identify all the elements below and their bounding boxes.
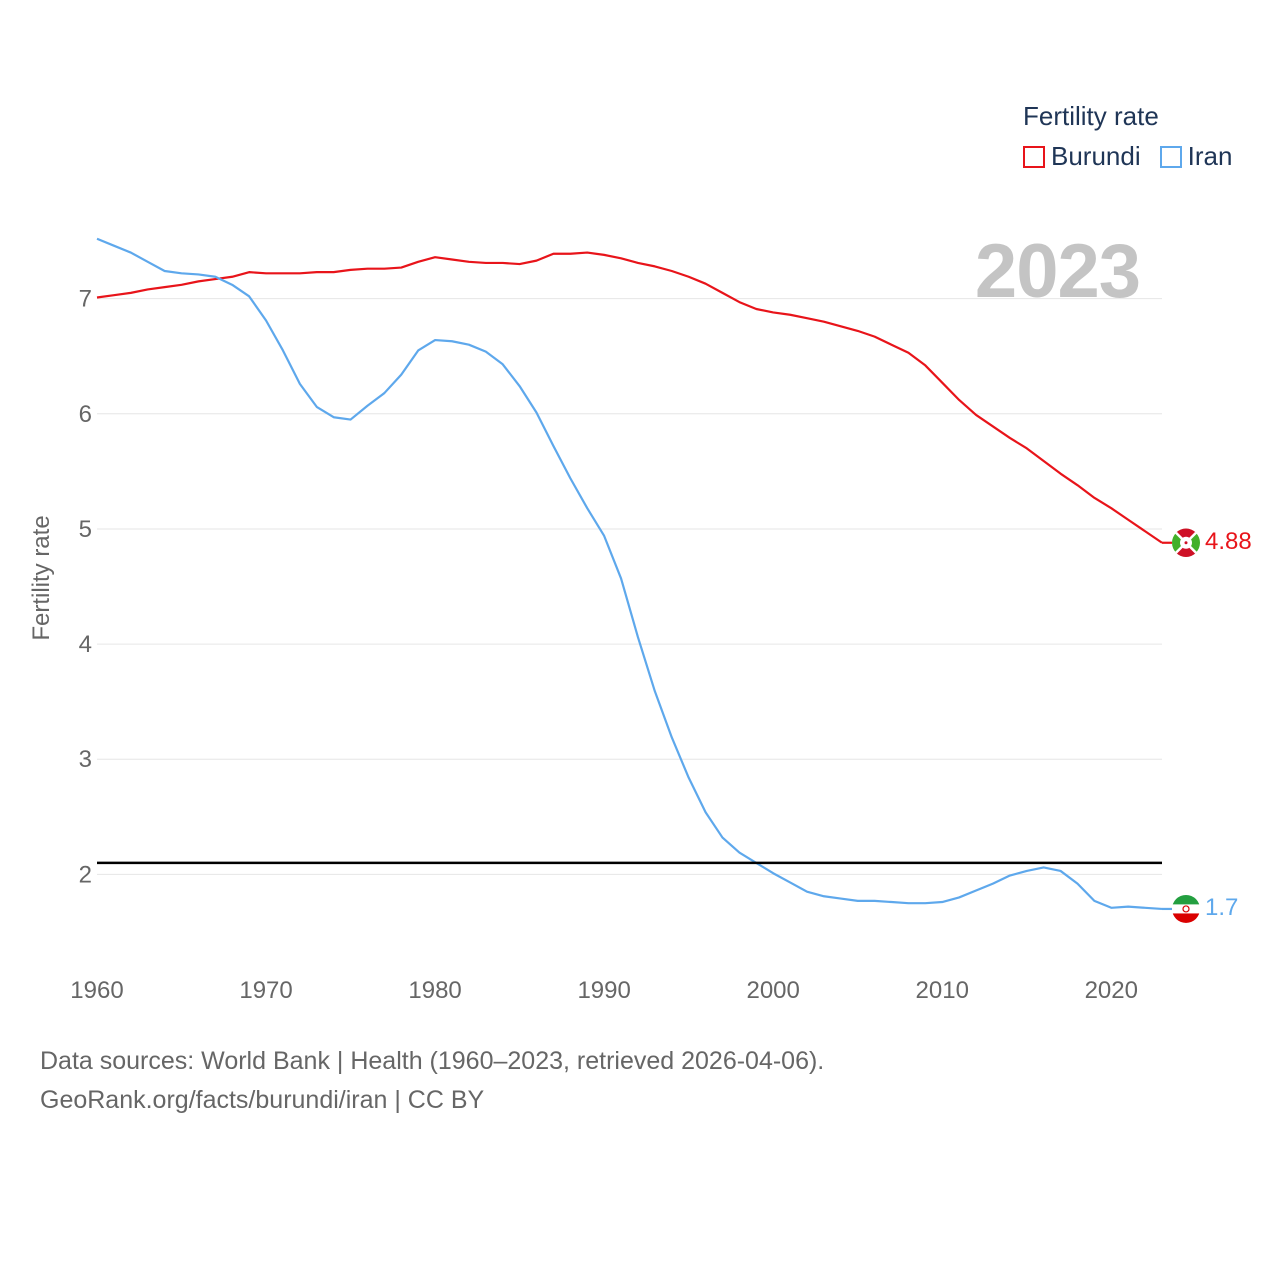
data-source-note: Data sources: World Bank | Health (1960–… [40, 1042, 824, 1120]
legend-swatch-iran [1159, 145, 1182, 168]
legend-label-iran: Iran [1187, 141, 1233, 171]
year-label: 2023 [974, 229, 1141, 314]
y-axis-title: Fertility rate [28, 515, 55, 641]
end-label-iran: 1.7 [1205, 893, 1239, 921]
x-tick-label: 1980 [408, 977, 461, 1004]
series-line-burundi [96, 251, 1163, 544]
burundi-flag-icon [1172, 528, 1200, 557]
x-tick-label: 1990 [577, 977, 630, 1004]
y-tick-label: 6 [79, 401, 92, 428]
end-markers [1172, 528, 1200, 923]
gridlines [97, 298, 1162, 875]
y-tick-label: 2 [79, 861, 92, 888]
x-tick-label: 2020 [1085, 977, 1138, 1004]
series-lines [96, 237, 1172, 911]
y-tick-label: 4 [79, 631, 92, 658]
legend-label-burundi: Burundi [1051, 141, 1141, 171]
y-tick-labels: 2 3 4 5 6 7 [79, 286, 92, 889]
legend-title: Fertility rate [1023, 101, 1159, 131]
iran-flag-icon [1172, 894, 1200, 923]
series-line-iran [96, 237, 1163, 911]
legend-swatch-burundi [1023, 145, 1045, 168]
end-label-burundi: 4.88 [1205, 527, 1252, 555]
x-tick-label: 2000 [746, 977, 799, 1004]
x-tick-labels: 1960 1970 1980 1990 2000 2010 2020 [70, 977, 1138, 1004]
x-tick-label: 2010 [916, 977, 969, 1004]
y-tick-label: 5 [79, 516, 92, 543]
source-line-1: Data sources: World Bank | Health (1960–… [40, 1047, 825, 1075]
y-tick-label: 3 [79, 746, 92, 773]
y-tick-label: 7 [79, 286, 92, 313]
source-line-2[interactable]: GeoRank.org/facts/burundi/iran | CC BY [40, 1086, 485, 1114]
x-tick-label: 1970 [239, 977, 292, 1004]
legend: Fertility rate Burundi Iran [1023, 100, 1251, 172]
x-tick-label: 1960 [70, 977, 123, 1004]
legend-item-burundi[interactable]: Burundi [1023, 141, 1141, 172]
legend-item-iran[interactable]: Iran [1159, 141, 1233, 172]
